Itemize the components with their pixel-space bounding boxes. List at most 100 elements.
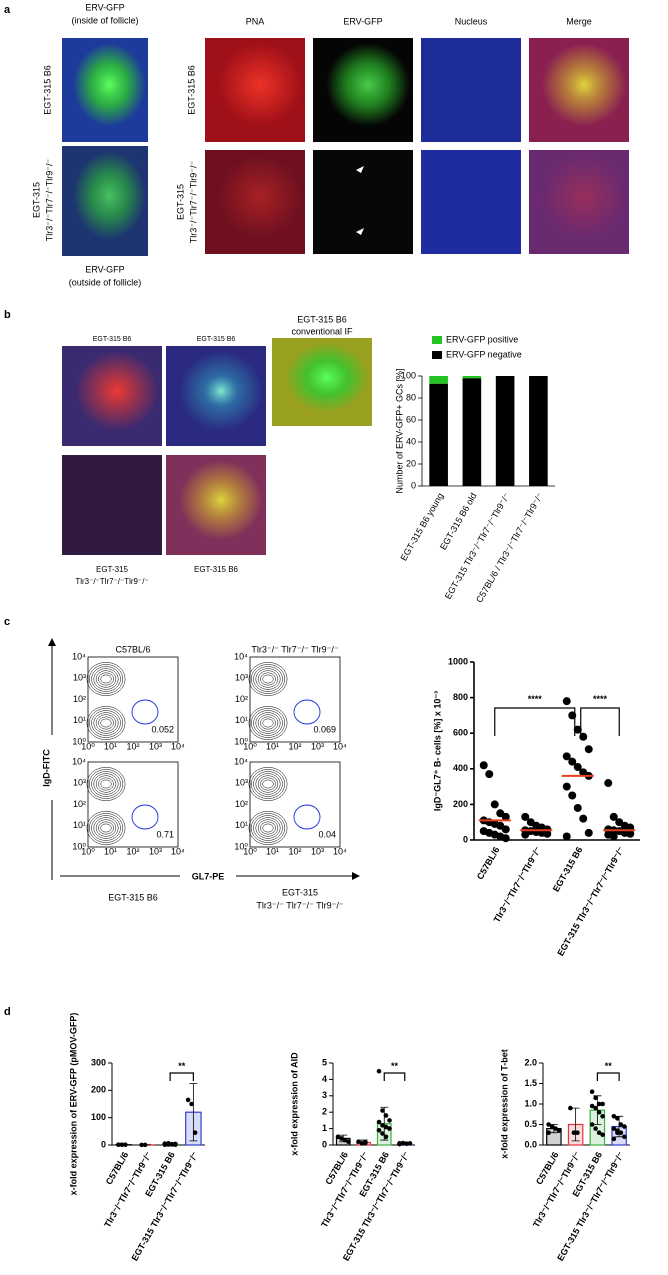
caption: (inside of follicle) — [71, 15, 138, 25]
contour — [257, 714, 279, 732]
y-tick-label: 1.5 — [524, 1078, 537, 1088]
signal — [73, 151, 146, 240]
data-point — [169, 1142, 175, 1147]
data-point — [359, 1141, 365, 1146]
tick-label: 10⁴ — [333, 741, 347, 751]
signal — [73, 43, 146, 127]
caption: Tlr3⁻/⁻ Tlr7⁻/⁻ Tlr9⁻/⁻ — [256, 900, 343, 910]
x-tick-label: EGT-315 Tlr3⁻/⁻Tlr7⁻/⁻Tlr9⁻/⁻ — [443, 491, 512, 601]
contour — [248, 811, 288, 845]
contour — [257, 819, 279, 837]
contour — [262, 674, 274, 684]
micrograph — [421, 150, 521, 254]
data-point — [356, 1139, 361, 1145]
contour — [250, 769, 286, 799]
y-tick-label: 4 — [322, 1074, 327, 1084]
data-point — [490, 800, 499, 809]
signal — [218, 155, 302, 239]
y-tick-label: 2 — [322, 1107, 327, 1117]
y-tick-label: 5 — [322, 1057, 327, 1067]
contour — [255, 712, 281, 734]
contour — [93, 773, 119, 795]
contour — [86, 662, 126, 696]
tick-label: 10² — [288, 846, 301, 856]
x-tick-label: C57BL/6 / Tlr3⁻/⁻Tlr7⁻/⁻Tlr9⁻/⁻ — [474, 491, 545, 604]
row-label: EGT-315 — [175, 184, 185, 220]
contour — [248, 662, 288, 696]
data-point — [604, 779, 613, 788]
gate-value: 0.04 — [318, 829, 336, 839]
contour — [88, 664, 124, 694]
contour — [248, 706, 288, 740]
gate — [293, 804, 321, 830]
data-point — [593, 1095, 598, 1101]
tick-label: 10¹ — [235, 715, 248, 725]
significance: ** — [178, 1061, 186, 1071]
y-tick-label: 800 — [453, 692, 468, 702]
data-point — [611, 1126, 617, 1131]
contour — [95, 714, 117, 732]
contour — [91, 771, 121, 797]
x-tick-label: C57BL/6 — [475, 845, 502, 881]
contour — [95, 819, 117, 837]
bar-segment — [462, 378, 482, 486]
contour — [255, 773, 281, 795]
flow-plot — [249, 656, 341, 743]
data-point — [626, 829, 635, 838]
tick-label: 10⁴ — [234, 756, 248, 766]
legend-swatch — [432, 336, 442, 344]
data-point — [596, 1109, 602, 1115]
data-point — [568, 791, 577, 800]
data-point — [479, 761, 488, 770]
data-point — [521, 830, 530, 839]
tick-label: 10² — [126, 846, 139, 856]
contour — [260, 821, 276, 835]
data-point — [383, 1113, 389, 1118]
contour — [260, 777, 276, 791]
data-point — [618, 1122, 624, 1127]
data-point — [593, 1105, 598, 1111]
data-point — [611, 1136, 617, 1142]
data-point — [579, 814, 588, 823]
data-point — [387, 1126, 392, 1131]
contour — [250, 813, 286, 843]
tick-label: 10¹ — [73, 715, 86, 725]
data-point — [562, 832, 571, 841]
y-tick-label: 20 — [406, 458, 416, 468]
data-point — [346, 1139, 351, 1145]
caption: EGT-315 — [282, 887, 318, 897]
contour — [98, 716, 114, 730]
y-tick-label: 600 — [453, 728, 468, 738]
data-point — [189, 1101, 194, 1107]
data-point — [546, 1130, 551, 1135]
data-point — [562, 752, 571, 761]
tick-label: 10⁴ — [234, 651, 248, 661]
column-label: Merge — [566, 16, 592, 26]
data-point — [407, 1141, 413, 1146]
y-tick-label: 3 — [322, 1090, 327, 1100]
data-point — [404, 1141, 409, 1146]
y-tick-label: 1000 — [448, 656, 468, 666]
signal — [285, 342, 369, 413]
signal — [326, 43, 410, 127]
bar-segment — [429, 383, 448, 486]
tick-label: 10⁰ — [243, 741, 257, 751]
data-point — [568, 757, 577, 766]
data-point — [162, 1141, 168, 1146]
significance: ** — [605, 1061, 613, 1071]
data-point — [119, 1142, 125, 1148]
contour — [260, 672, 276, 686]
panel-label: b — [4, 309, 11, 321]
tick-label: 10¹ — [104, 846, 117, 856]
data-point — [335, 1134, 341, 1140]
caption: EGT-315 B6 — [93, 336, 132, 343]
data-point — [380, 1131, 385, 1136]
signal — [75, 351, 159, 431]
bracket — [580, 707, 620, 736]
plot-title: C57BL/6 — [115, 644, 150, 654]
data-point — [618, 1130, 624, 1135]
caption: ERV-GFP — [85, 2, 124, 12]
significance: ** — [391, 1061, 399, 1071]
caption: EGT-315 B6 — [197, 336, 236, 343]
